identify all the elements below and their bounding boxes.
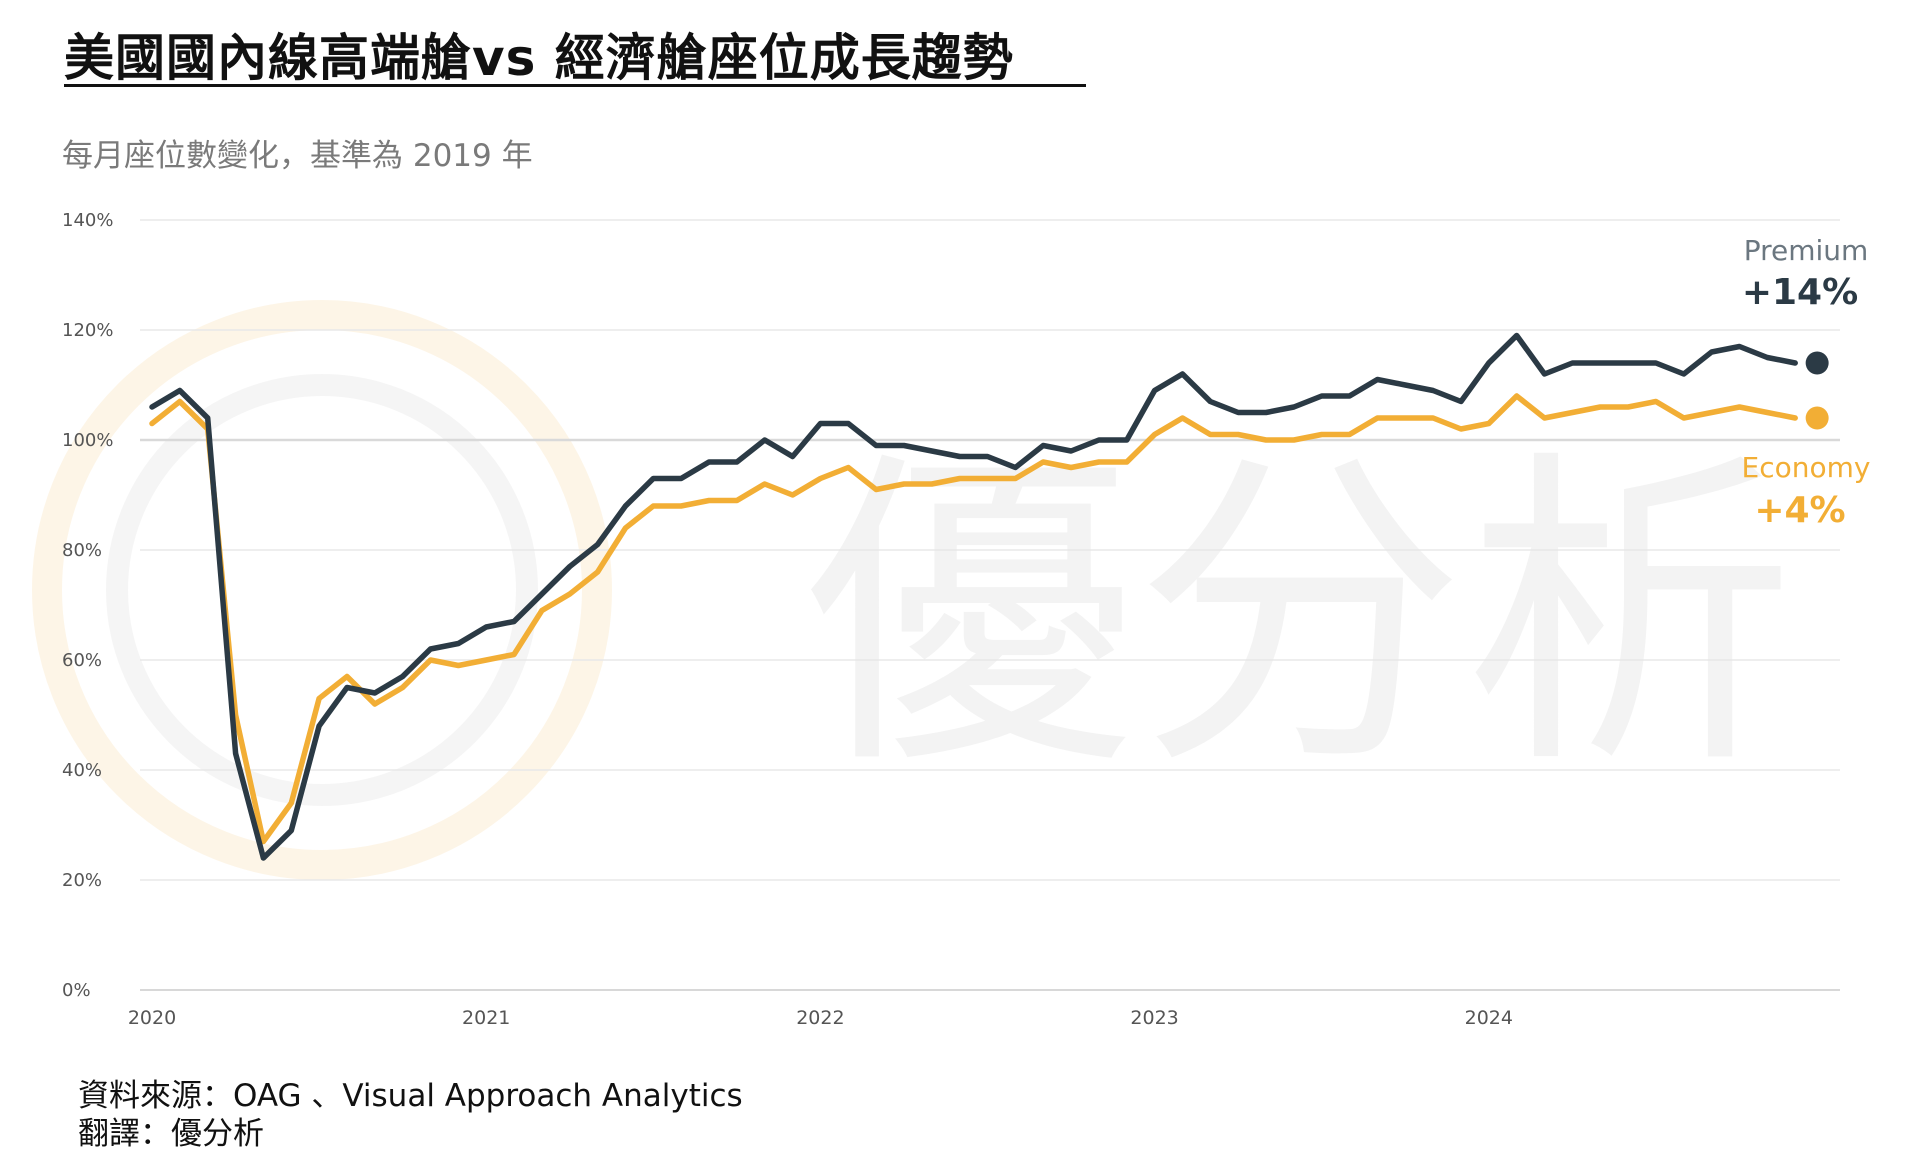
y-tick-label: 80% [62, 540, 102, 561]
x-tick-label: 2021 [462, 1007, 510, 1029]
y-tick-label: 100% [62, 430, 113, 451]
line-chart: 優分析 0%20%40%60%80%100%120%140% 2020 2021 2… [32, 210, 1871, 1029]
translator-text: 優分析 [171, 1116, 264, 1152]
source-note: 資料來源：OAG 、Visual Approach Analytics [78, 1070, 743, 1115]
end-labels: Premium +14% Economy +4% [1742, 234, 1871, 531]
x-tick-label: 2020 [128, 1007, 176, 1029]
chart-title: 美國國內線高端艙vs 經濟艙座位成長趨勢 [64, 29, 1014, 87]
x-tick-label: 2022 [796, 1007, 844, 1029]
y-tick-label: 60% [62, 650, 102, 671]
x-axis: 2020 2021 2022 2023 2024 [128, 989, 1840, 1029]
x-tick-label: 2024 [1465, 1007, 1513, 1029]
y-tick-label: 140% [62, 210, 113, 231]
series-end-dot-economy [1805, 406, 1829, 430]
series-change-label-economy: +4% [1754, 490, 1845, 531]
watermark-inner-ring [106, 374, 538, 806]
series-lines [149, 332, 1829, 861]
y-tick-label: 20% [62, 870, 102, 891]
y-tick-label: 0% [62, 980, 91, 1001]
series-line-premium [149, 332, 1798, 861]
series-line-economy [149, 393, 1798, 845]
watermark-text: 優分析 [805, 424, 1795, 808]
series-name-label-premium: Premium [1744, 234, 1869, 267]
watermark-logo: 優分析 [32, 300, 1795, 880]
translator-label: 翻譯： [78, 1116, 171, 1152]
watermark-circle [32, 300, 612, 880]
y-tick-label: 120% [62, 320, 113, 341]
y-tick-label: 40% [62, 760, 102, 781]
source-text: OAG 、Visual Approach Analytics [233, 1078, 743, 1114]
translator-note: 翻譯：優分析 [78, 1108, 264, 1153]
y-axis: 0% 20% 40% 60% 80% 100% 120% 140% [62, 210, 113, 1001]
series-end-dot-premium [1805, 351, 1829, 375]
source-label: 資料來源： [78, 1078, 233, 1114]
x-tick-label: 2023 [1130, 1007, 1178, 1029]
series-change-label-premium: +14% [1742, 272, 1858, 313]
chart-subtitle: 每月座位數變化，基準為 2019 年 [62, 138, 533, 174]
series-name-label-economy: Economy [1742, 451, 1871, 484]
title-underline [64, 84, 1086, 87]
